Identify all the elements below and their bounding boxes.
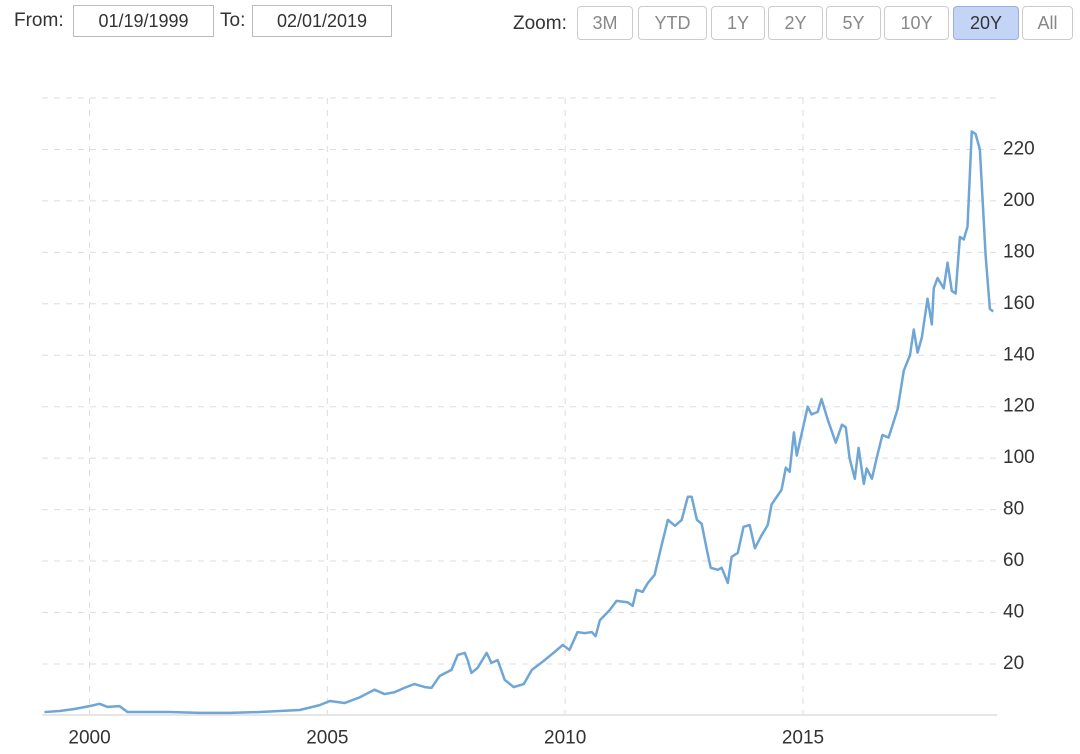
zoom-button[interactable]: 10Y xyxy=(884,6,949,40)
zoom-label: Zoom: xyxy=(513,13,567,34)
y-tick-label: 160 xyxy=(1003,293,1035,314)
y-tick-label: 60 xyxy=(1003,550,1024,571)
from-label: From: xyxy=(14,10,64,31)
zoom-button[interactable]: 1Y xyxy=(711,6,765,40)
y-tick-label: 140 xyxy=(1003,344,1035,365)
y-tick-label: 100 xyxy=(1003,447,1035,468)
y-tick-label: 20 xyxy=(1003,653,1024,674)
from-date[interactable]: 01/19/1999 xyxy=(73,5,214,37)
x-tick-label: 2000 xyxy=(68,727,110,748)
y-tick-label: 180 xyxy=(1003,241,1035,262)
zoom-button[interactable]: YTD xyxy=(638,6,707,40)
y-tick-label: 120 xyxy=(1003,396,1035,417)
zoom-button[interactable]: All xyxy=(1022,6,1073,40)
x-tick-label: 2010 xyxy=(544,727,586,748)
y-tick-label: 220 xyxy=(1003,138,1035,159)
y-tick-label: 200 xyxy=(1003,190,1035,211)
zoom-button[interactable]: 20Y xyxy=(953,6,1019,40)
zoom-button[interactable]: 2Y xyxy=(768,6,823,40)
x-tick-label: 2005 xyxy=(306,727,348,748)
to-label: To: xyxy=(220,10,246,31)
x-tick-label: 2015 xyxy=(782,727,824,748)
y-tick-label: 40 xyxy=(1003,602,1024,623)
zoom-button[interactable]: 5Y xyxy=(826,6,881,40)
to-date[interactable]: 02/01/2019 xyxy=(252,5,392,37)
zoom-button[interactable]: 3M xyxy=(577,6,633,40)
y-tick-label: 80 xyxy=(1003,499,1024,520)
price-line xyxy=(44,130,994,715)
